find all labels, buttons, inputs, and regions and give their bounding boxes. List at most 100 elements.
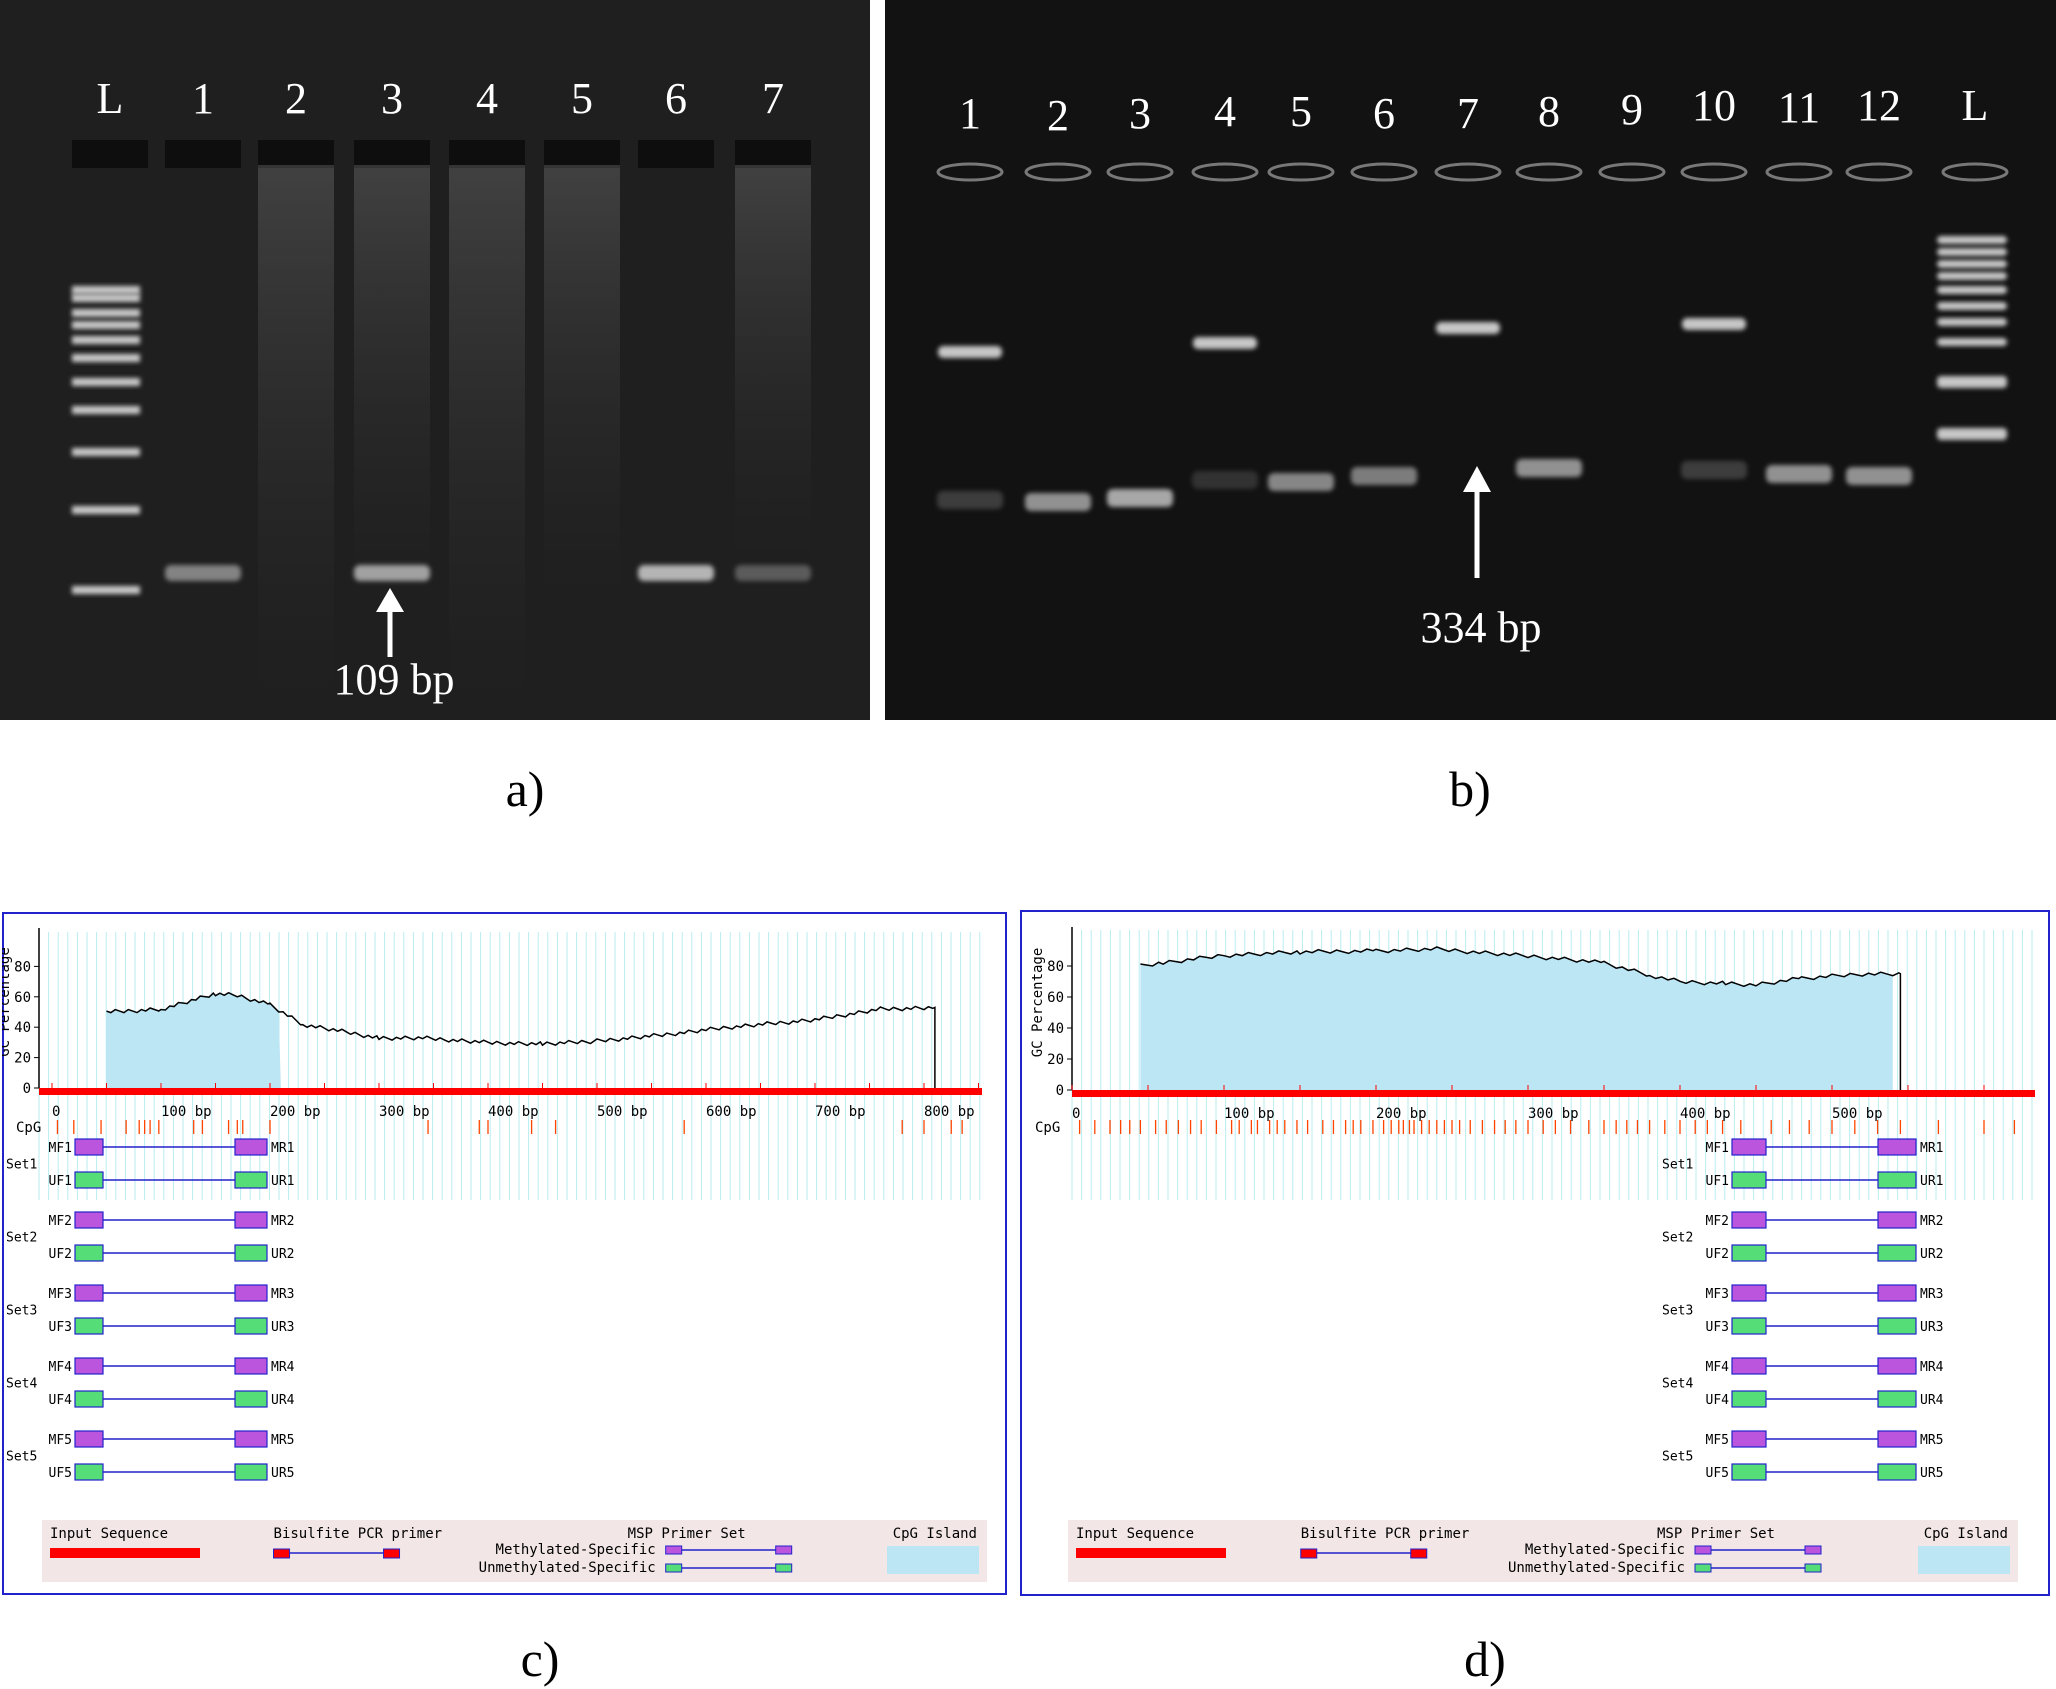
lower-band <box>1766 465 1832 483</box>
gel-well <box>72 140 148 168</box>
legend-bisulfite-primer <box>1410 1548 1428 1559</box>
y-tick-label: 40 <box>1047 1021 1064 1037</box>
gel-well <box>1350 162 1418 182</box>
primer-label: UF2 <box>1706 1247 1729 1262</box>
primer-label: MR4 <box>271 1360 295 1375</box>
unmethylated-reverse-primer <box>234 1244 268 1262</box>
primer-label: MR5 <box>1920 1433 1943 1448</box>
methylated-forward-primer <box>1731 1430 1767 1448</box>
y-tick-label: 40 <box>14 1020 31 1036</box>
lower-band <box>1681 461 1747 479</box>
input-sequence-bar <box>1072 1090 2035 1097</box>
primer-label: UR5 <box>271 1466 294 1481</box>
lane-label: 6 <box>665 74 687 123</box>
unmethylated-forward-primer <box>1731 1390 1767 1408</box>
methylated-reverse-primer <box>234 1138 268 1156</box>
ladder-band <box>1937 272 2007 280</box>
lane-label: 1 <box>192 74 214 123</box>
primer-label: MF2 <box>1706 1214 1729 1229</box>
y-tick-label: 0 <box>1056 1083 1064 1099</box>
unmethylated-reverse-primer <box>234 1390 268 1408</box>
panel-label-d: d) <box>1464 1631 1506 1687</box>
cpg-row-label: CpG <box>1035 1120 1060 1136</box>
lane-label: 5 <box>571 74 593 123</box>
arrow-label: 334 bp <box>1421 603 1542 652</box>
legend-methylated-swatch <box>1804 1545 1822 1555</box>
gel-well <box>449 140 525 168</box>
gel-well <box>936 162 1004 182</box>
methylated-reverse-primer <box>1877 1284 1917 1302</box>
methylated-forward-primer <box>74 1357 104 1375</box>
legend-methylated-swatch <box>775 1545 793 1555</box>
primer-label: UR2 <box>271 1247 294 1262</box>
methylated-reverse-primer <box>234 1211 268 1229</box>
gc-diagram-c: 0 20 40 60 80 GC Percentage 0 100 bp 200 bp 300 b… <box>0 912 1007 1595</box>
gel-well <box>1680 162 1748 182</box>
primer-set-label: Set4 <box>1662 1377 1693 1392</box>
primer-label: MF3 <box>49 1287 72 1302</box>
ladder-band <box>72 354 140 362</box>
lane-label: 11 <box>1778 83 1820 132</box>
unmethylated-reverse-primer <box>1877 1171 1917 1189</box>
gel-well <box>1434 162 1502 182</box>
legend-unmethylated-label: Unmethylated-Specific <box>1508 1560 1685 1576</box>
gel-well <box>544 140 620 168</box>
methylated-forward-primer <box>74 1138 104 1156</box>
primer-set-label: Set2 <box>1662 1231 1693 1246</box>
legend-unmethylated-swatch <box>1804 1563 1822 1573</box>
ladder-band <box>72 309 140 317</box>
gel-well <box>1598 162 1666 182</box>
primer-set-label: Set4 <box>6 1377 37 1392</box>
primer-label: UR1 <box>271 1174 294 1189</box>
legend-bisulfite-primer <box>383 1548 401 1559</box>
unmethylated-forward-primer <box>74 1244 104 1262</box>
primer-label: UR1 <box>1920 1174 1943 1189</box>
unmethylated-reverse-primer <box>234 1171 268 1189</box>
primer-label: UR5 <box>1920 1466 1943 1481</box>
primer-label: UR4 <box>271 1393 295 1408</box>
methylated-forward-primer <box>74 1211 104 1229</box>
panel-label-a: a) <box>505 761 545 817</box>
unmethylated-forward-primer <box>1731 1171 1767 1189</box>
gel-well <box>1191 162 1259 182</box>
x-tick-label: 500 bp <box>597 1104 648 1120</box>
sample-band <box>638 565 714 581</box>
y-tick-label: 80 <box>1047 959 1064 975</box>
gel-smear <box>449 165 525 700</box>
lane-label: 7 <box>762 74 784 123</box>
primer-label: UR3 <box>1920 1320 1943 1335</box>
primer-label: MR1 <box>1920 1141 1943 1156</box>
lane-label: 10 <box>1692 81 1736 130</box>
primer-set-label: Set5 <box>1662 1450 1693 1465</box>
gel-smear <box>354 165 430 600</box>
legend-methylated-label: Methylated-Specific <box>1525 1542 1685 1558</box>
legend-unmethylated-swatch <box>1694 1563 1712 1573</box>
primer-set-label: Set5 <box>6 1450 37 1465</box>
primer-label: MF5 <box>1706 1433 1729 1448</box>
x-tick-label: 300 bp <box>379 1104 430 1120</box>
lane-label: 12 <box>1857 81 1901 130</box>
unmethylated-reverse-primer <box>1877 1244 1917 1262</box>
ladder-band <box>72 378 140 386</box>
lane-label: 7 <box>1457 89 1479 138</box>
lane-label: 2 <box>1047 91 1069 140</box>
x-tick-label: 800 bp <box>924 1104 975 1120</box>
y-tick-label: 60 <box>1047 990 1064 1006</box>
x-tick-label: 100 bp <box>1224 1106 1275 1122</box>
y-tick-label: 0 <box>23 1081 31 1097</box>
gel-well <box>735 140 811 168</box>
methylated-forward-primer <box>74 1430 104 1448</box>
primer-label: UF1 <box>1706 1174 1729 1189</box>
input-sequence-bar <box>39 1088 982 1095</box>
primer-label: MR4 <box>1920 1360 1944 1375</box>
primer-label: UR2 <box>1920 1247 1943 1262</box>
unmethylated-forward-primer <box>1731 1244 1767 1262</box>
lane-label: 6 <box>1373 89 1395 138</box>
ladder-band <box>72 586 140 594</box>
y-tick-label: 20 <box>1047 1052 1064 1068</box>
primer-label: MR5 <box>271 1433 294 1448</box>
x-tick-label: 200 bp <box>270 1104 321 1120</box>
legend-unmethylated-swatch <box>775 1563 793 1573</box>
gel-well <box>1024 162 1092 182</box>
